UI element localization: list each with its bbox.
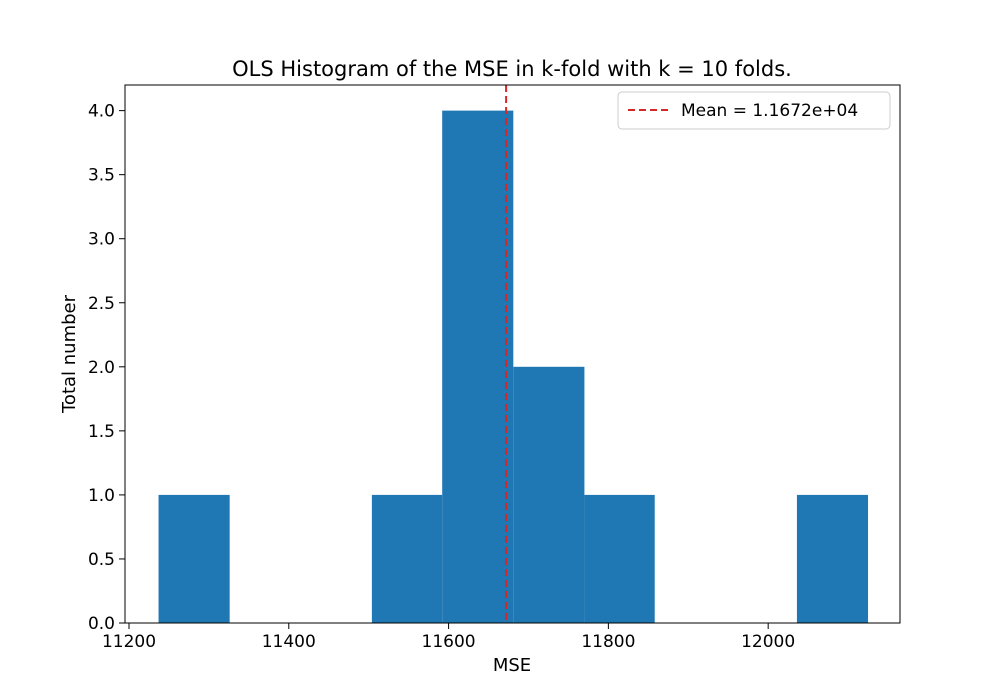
y-tick-label: 2.0 xyxy=(88,358,115,378)
legend-box xyxy=(617,91,891,130)
x-axis-label: MSE xyxy=(493,655,531,676)
y-tick-label: 4.0 xyxy=(88,102,115,122)
plot-frame xyxy=(124,84,901,624)
x-tick-label: 12000 xyxy=(741,632,795,652)
y-tick-label: 1.5 xyxy=(88,422,115,442)
histogram-bar-9 xyxy=(796,494,869,623)
histogram-bars xyxy=(158,110,869,624)
y-tick-label: 3.5 xyxy=(88,166,115,186)
y-tick-label: 3.0 xyxy=(88,230,115,250)
y-tick-label: 0.0 xyxy=(88,614,115,634)
y-axis-ticks: 0.0 0.5 1.0 1.5 2.0 2.5 3.0 3.5 4.0 xyxy=(88,102,125,634)
x-axis-ticks: 11200 11400 11600 11800 12000 xyxy=(102,623,795,652)
x-tick-label: 11400 xyxy=(262,632,316,652)
histogram-bar-4 xyxy=(442,110,514,624)
x-tick-label: 11600 xyxy=(422,632,476,652)
y-tick-label: 2.5 xyxy=(88,294,115,314)
x-tick-label: 11800 xyxy=(581,632,635,652)
histogram-bar-0 xyxy=(158,494,230,623)
y-tick-label: 1.0 xyxy=(88,486,115,506)
chart-title: OLS Histogram of the MSE in k-fold with … xyxy=(232,57,792,81)
histogram-bar-5 xyxy=(513,366,585,623)
y-axis-label: Total number xyxy=(59,294,80,414)
legend-mean-label: Mean = 1.1672e+04 xyxy=(681,101,858,121)
histogram-bar-3 xyxy=(371,494,443,623)
legend: Mean = 1.1672e+04 xyxy=(617,91,891,130)
y-tick-label: 0.5 xyxy=(88,550,115,570)
x-tick-label: 11200 xyxy=(102,632,156,652)
histogram-bar-6 xyxy=(584,494,655,623)
